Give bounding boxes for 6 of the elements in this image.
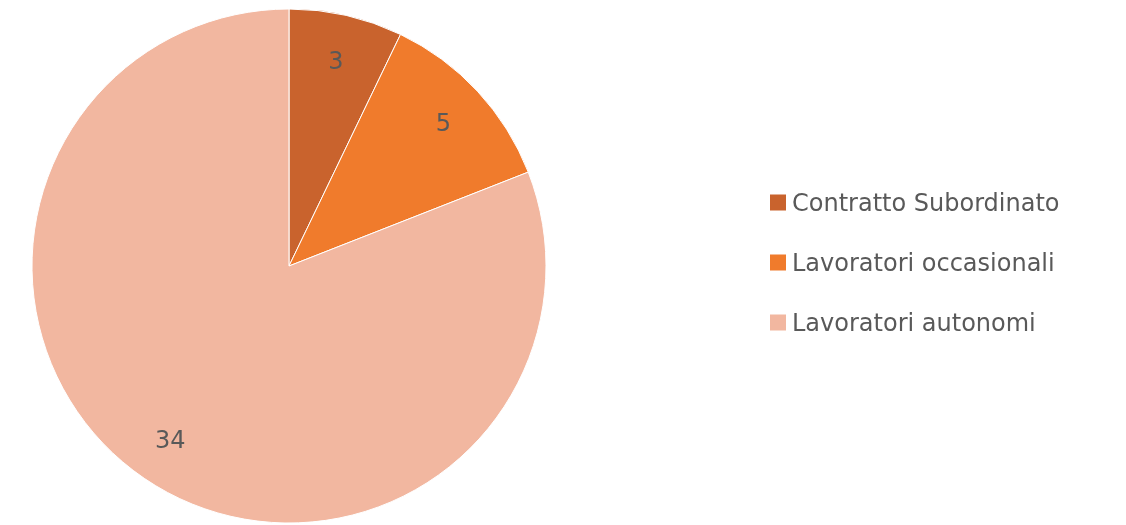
legend-label: Contratto Subordinato [792,188,1060,217]
data-label: 5 [435,108,452,137]
data-label: 3 [328,46,344,75]
legend-label: Lavoratori autonomi [792,308,1036,337]
legend-label: Lavoratori occasionali [792,248,1055,277]
data-label: 34 [155,426,186,455]
